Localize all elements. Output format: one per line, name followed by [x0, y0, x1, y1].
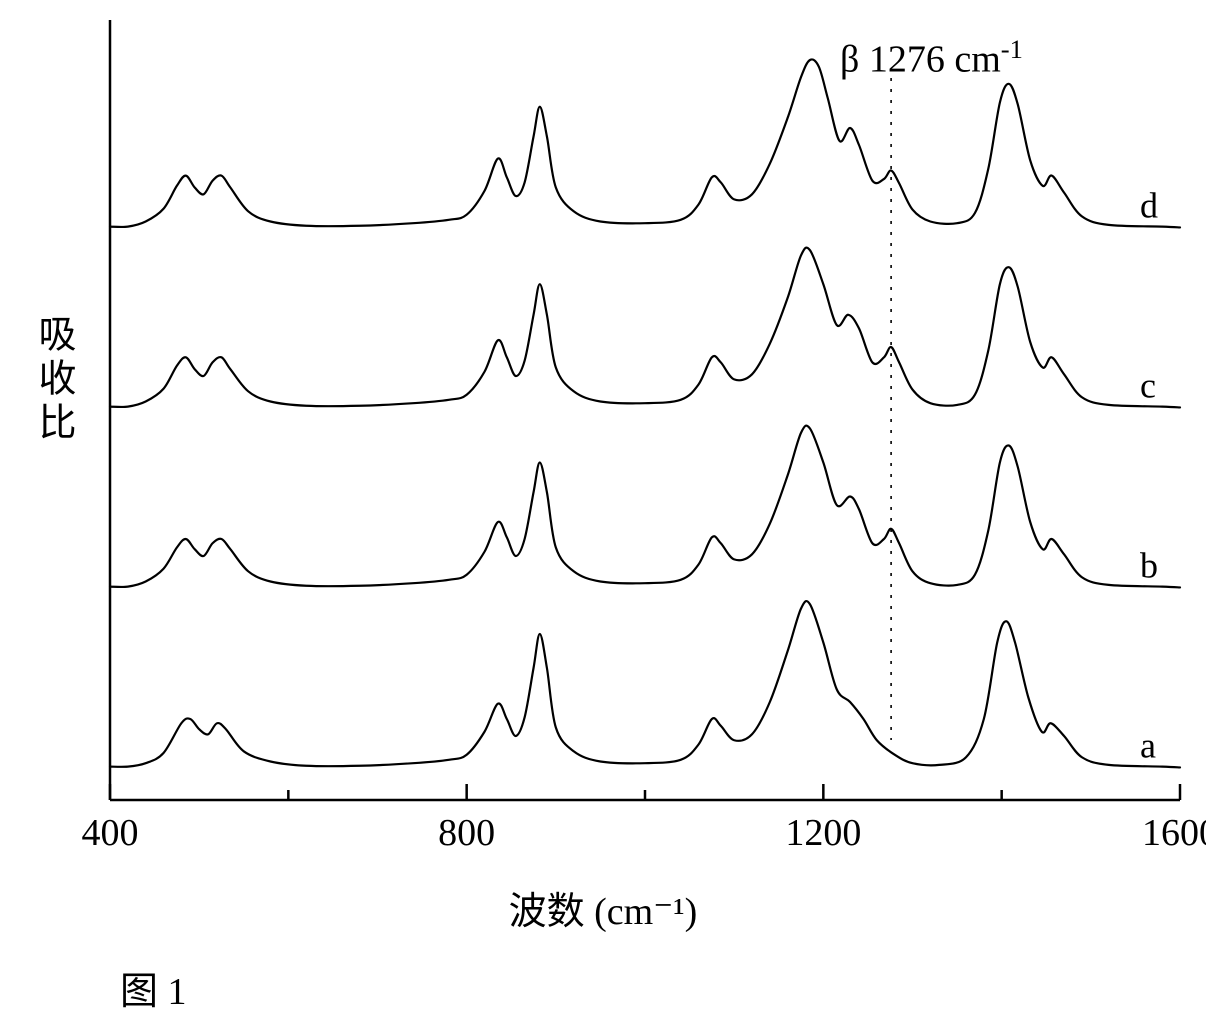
x-tick-label: 1200 — [785, 812, 861, 854]
spectrum-b — [110, 426, 1180, 588]
spectrum-a — [110, 601, 1180, 767]
x-tick-label: 800 — [438, 812, 495, 854]
series-label-a: a — [1140, 725, 1156, 765]
plot-svg: 400 800 1200 1600 a b c d — [0, 0, 1206, 1021]
series-label-b: b — [1140, 545, 1158, 585]
spectrum-c — [110, 248, 1180, 408]
figure-container: 吸收比 波数 (cm⁻¹) 图 1 β 1276 cm-1 4008001200… — [0, 0, 1206, 1021]
spectrum-d — [110, 59, 1180, 227]
series-label-c: c — [1140, 365, 1156, 405]
x-tick-label: 1600 — [1142, 812, 1206, 854]
series-label-d: d — [1140, 185, 1158, 225]
x-tick-label: 400 — [82, 812, 139, 854]
